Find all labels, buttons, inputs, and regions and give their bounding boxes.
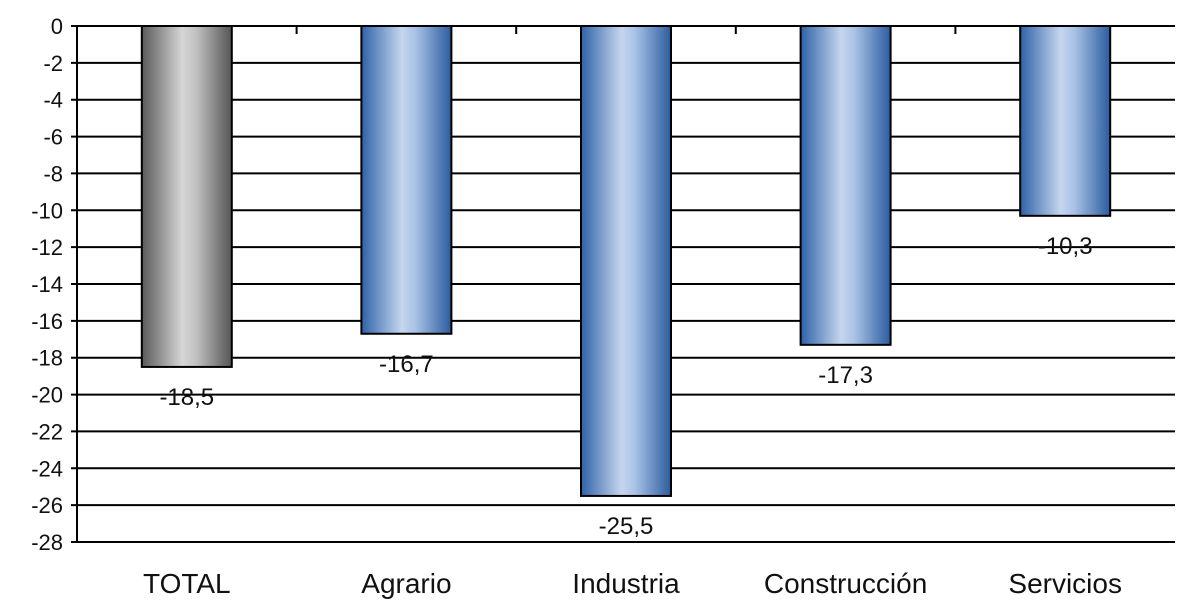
- bar-industria: [580, 25, 672, 497]
- y-tick-label: -28: [31, 530, 63, 555]
- y-tick-label: -22: [31, 419, 63, 444]
- y-tick-label: -12: [31, 235, 63, 260]
- y-tick-label: -24: [31, 456, 63, 481]
- data-label: -16,7: [379, 351, 434, 378]
- data-label: -10,3: [1038, 233, 1093, 260]
- bar-servicios: [1019, 25, 1112, 217]
- bar-total: [140, 25, 233, 368]
- bar-construccion: [799, 25, 892, 346]
- category-label: TOTAL: [143, 568, 231, 599]
- data-label: -25,5: [599, 513, 654, 540]
- category-label: Construcción: [764, 568, 927, 599]
- y-tick-label: -20: [31, 383, 63, 408]
- y-tick-label: -4: [43, 88, 63, 113]
- y-tick-label: -16: [31, 309, 63, 334]
- category-label: Servicios: [1008, 568, 1122, 599]
- y-axis-ticks: 0 -2 -4 -6 -8 -10 -12 -14 -16 -18 -20 -22 -24 -26 -28: [31, 14, 63, 555]
- y-tick-label: -18: [31, 346, 63, 371]
- category-label: Agrario: [361, 568, 451, 599]
- category-label: Industria: [572, 568, 680, 599]
- y-tick-label: -8: [43, 161, 63, 186]
- bar-agrario: [360, 25, 453, 335]
- y-tick-label: -6: [43, 125, 63, 150]
- data-labels: -18,5 -16,7 -25,5 -17,3 -10,3: [159, 233, 1092, 540]
- y-tick-label: -26: [31, 493, 63, 518]
- y-tick-label: -14: [31, 272, 63, 297]
- x-axis-categories: TOTAL Agrario Industria Construcción Servici…: [143, 568, 1122, 599]
- y-tick-label: 0: [51, 14, 63, 39]
- data-label: -17,3: [818, 362, 873, 389]
- bars: [140, 25, 1112, 497]
- data-label: -18,5: [159, 384, 214, 411]
- y-tick-label: -2: [43, 51, 63, 76]
- y-tick-label: -10: [31, 198, 63, 223]
